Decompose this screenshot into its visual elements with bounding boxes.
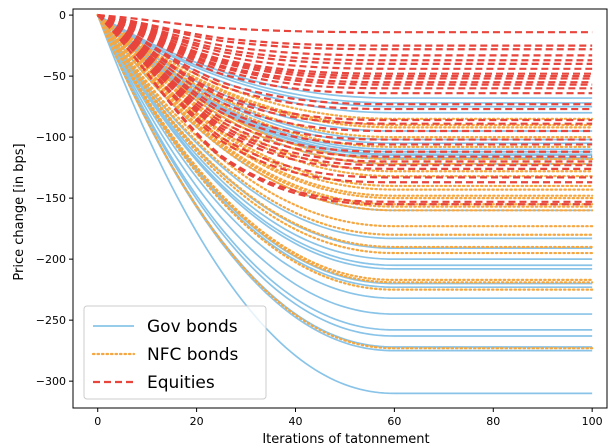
- series-line-gov-bonds-22: [96, 14, 593, 300]
- series-line-gov-bonds-24: [96, 14, 593, 331]
- y-tick-label: −300: [36, 375, 66, 388]
- x-tick-label: 20: [190, 415, 204, 428]
- series-line-gov-bonds-23: [96, 14, 593, 315]
- series-line-equities-19: [97, 14, 593, 141]
- series-line-gov-bonds-18: [96, 14, 593, 267]
- series-line-gov-bonds-19: [96, 14, 593, 270]
- y-tick-label: −100: [36, 131, 66, 144]
- series-line-nfc-bonds-23: [96, 14, 594, 350]
- y-tick-label: −200: [36, 253, 66, 266]
- series-line-nfc-bonds-15: [96, 14, 594, 212]
- series-line-equities-27: [96, 14, 593, 184]
- y-tick-label: −150: [36, 192, 66, 205]
- x-tick-label: 60: [387, 415, 401, 428]
- y-axis-label: Price change [in bps]: [12, 143, 27, 280]
- series-line-nfc-bonds-19: [96, 14, 594, 255]
- x-tick-label: 80: [486, 415, 500, 428]
- series-line-equities-6: [97, 14, 593, 70]
- series-line-gov-bonds-3: [97, 14, 593, 114]
- x-axis-label: Iterations of tatonnement: [262, 432, 429, 447]
- series-line-equities-5: [97, 14, 593, 66]
- series-line-gov-bonds-10: [97, 14, 593, 157]
- series-line-nfc-bonds-17: [96, 14, 594, 236]
- series-line-equities-18: [97, 14, 593, 133]
- series-line-gov-bonds-15: [97, 14, 593, 240]
- x-tick-label: 40: [289, 415, 303, 428]
- series-line-gov-bonds-25: [96, 14, 593, 337]
- series-line-equities-8: [97, 14, 593, 78]
- series-line-equities-25: [97, 14, 593, 170]
- y-tick-label: −50: [43, 70, 66, 83]
- plot-frame: [72, 8, 608, 409]
- series-line-equities-23: [97, 14, 593, 163]
- series-line-equities-17: [97, 14, 593, 125]
- series-line-equities-12: [97, 14, 593, 90]
- series-line-gov-bonds-1: [97, 14, 593, 104]
- series-line-equities-9: [97, 14, 593, 80]
- series-line-equities-11: [97, 14, 593, 86]
- series-line-equities-28: [96, 14, 593, 203]
- series-line-gov-bonds-17: [96, 14, 593, 260]
- legend-label-equities: Equities: [147, 373, 215, 393]
- legend-box: [83, 305, 267, 400]
- legend-label-gov-bonds: Gov bonds: [147, 317, 238, 337]
- series-line-nfc-bonds-0: [96, 14, 594, 120]
- x-tick-label: 0: [94, 415, 101, 428]
- y-tick-label: 0: [59, 9, 66, 22]
- series-line-equities-16: [97, 14, 593, 122]
- series-line-nfc-bonds-21: [96, 14, 594, 284]
- series-line-nfc-bonds-3: [96, 14, 594, 139]
- series-line-gov-bonds-6: [97, 14, 593, 145]
- series-line-equities-10: [97, 14, 593, 84]
- legend-label-nfc-bonds: NFC bonds: [147, 345, 239, 365]
- series-line-equities-15: [97, 14, 593, 111]
- series-line-nfc-bonds-16: [96, 14, 594, 228]
- series-line-equities-7: [97, 14, 593, 75]
- x-tick-label: 100: [582, 415, 603, 428]
- series-line-equities-29: [96, 14, 593, 206]
- series-line-equities-13: [97, 14, 593, 95]
- series-line-equities-24: [97, 14, 593, 167]
- axes: [72, 8, 608, 409]
- series-line-equities-1: [97, 14, 593, 47]
- series-line-equities-21: [97, 14, 593, 153]
- series-line-equities-0: [97, 14, 593, 34]
- legend: Gov bonds NFC bonds Equities: [83, 305, 267, 400]
- series-lines: [96, 14, 594, 395]
- series-line-nfc-bonds-10: [96, 14, 594, 191]
- series-line-nfc-bonds-9: [96, 14, 594, 188]
- series-line-gov-bonds-2: [97, 14, 593, 108]
- series-line-nfc-bonds-18: [96, 14, 594, 249]
- series-line-gov-bonds-28: [96, 14, 593, 395]
- series-line-equities-14: [97, 14, 593, 106]
- ticks: 0 20 40 60 80 100 0 −50 −100 −150 −200 −250 −300: [36, 9, 603, 428]
- series-line-nfc-bonds-22: [96, 14, 594, 291]
- series-line-nfc-bonds-12: [96, 14, 594, 200]
- series-line-equities-22: [97, 14, 593, 158]
- series-line-nfc-bonds-6: [96, 14, 594, 166]
- y-tick-label: −250: [36, 314, 66, 327]
